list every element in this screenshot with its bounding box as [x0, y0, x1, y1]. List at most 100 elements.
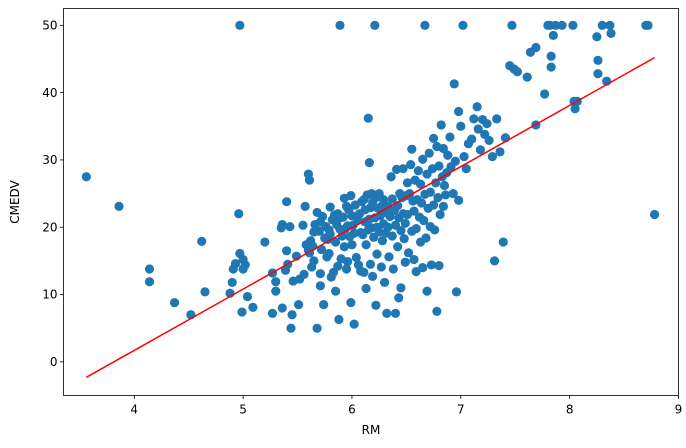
data-point — [267, 308, 278, 318]
y-tick-label: 10 — [42, 288, 57, 302]
data-point — [417, 198, 427, 208]
data-point — [387, 231, 397, 241]
data-point — [325, 202, 335, 212]
data-point — [475, 145, 485, 155]
y-tick-label: 30 — [42, 153, 57, 167]
data-point — [300, 201, 310, 211]
data-point — [546, 62, 556, 72]
data-point — [240, 260, 250, 270]
data-point — [428, 133, 439, 143]
data-point — [489, 256, 500, 266]
data-point — [361, 240, 371, 250]
data-point — [277, 303, 287, 313]
data-point — [347, 240, 357, 250]
data-point — [431, 178, 441, 188]
data-point — [433, 193, 443, 203]
data-point — [294, 300, 304, 310]
data-point — [383, 222, 393, 232]
x-tick-label: 8 — [566, 403, 574, 417]
data-point — [540, 89, 550, 99]
data-point — [331, 286, 341, 296]
data-point — [415, 179, 426, 189]
data-point — [368, 271, 378, 281]
data-point — [438, 201, 448, 211]
data-point — [531, 42, 541, 53]
y-axis-label: CMEDV — [8, 179, 22, 223]
data-point — [282, 246, 292, 256]
data-point — [448, 188, 458, 199]
data-point — [346, 298, 356, 308]
data-point — [406, 160, 416, 170]
data-point — [299, 269, 309, 279]
axes-frame — [63, 8, 679, 396]
data-point — [459, 151, 469, 162]
x-axis: 4 5 6 7 8 9 — [130, 395, 682, 417]
data-point — [450, 156, 460, 166]
data-point — [370, 20, 380, 30]
data-point — [492, 114, 502, 124]
regression-line-layer — [85, 56, 655, 378]
data-point — [411, 223, 421, 234]
data-point — [438, 143, 448, 154]
data-point — [421, 233, 431, 243]
regression-line — [85, 56, 655, 378]
data-point — [557, 20, 567, 30]
x-tick-label: 7 — [457, 403, 465, 417]
data-point — [169, 298, 180, 308]
data-point — [498, 237, 508, 247]
data-point — [309, 256, 319, 266]
data-point — [364, 158, 374, 168]
data-point — [287, 310, 297, 320]
data-point — [81, 172, 91, 182]
data-point — [419, 215, 429, 226]
data-point — [382, 308, 392, 318]
data-point — [570, 104, 580, 114]
y-tick-label: 50 — [42, 19, 57, 33]
data-point — [396, 226, 406, 236]
data-point — [282, 197, 292, 207]
data-point — [371, 300, 381, 310]
y-tick-label: 0 — [50, 355, 58, 369]
data-point — [473, 124, 483, 134]
x-tick-label: 4 — [130, 403, 138, 417]
data-point — [315, 281, 325, 291]
data-point — [643, 20, 653, 30]
data-point — [197, 236, 207, 246]
data-point — [314, 226, 324, 236]
data-point — [456, 121, 466, 131]
data-point — [286, 323, 296, 333]
data-point — [400, 218, 410, 228]
data-point — [592, 32, 602, 42]
data-point — [454, 195, 464, 205]
data-point — [597, 20, 607, 30]
data-point — [424, 148, 434, 158]
data-point — [388, 264, 398, 274]
data-point — [484, 135, 494, 146]
data-point — [298, 220, 308, 230]
data-point — [434, 161, 444, 171]
data-point — [482, 118, 492, 129]
x-tick-label: 6 — [348, 403, 356, 417]
data-point — [495, 147, 505, 157]
data-point — [315, 269, 325, 279]
data-point — [346, 191, 356, 201]
data-point — [394, 293, 404, 303]
data-point — [605, 20, 615, 30]
data-point — [384, 252, 394, 262]
axes-spines — [63, 8, 679, 396]
data-point — [413, 166, 423, 176]
data-point — [235, 20, 245, 30]
data-point — [403, 248, 414, 258]
data-point — [271, 286, 281, 296]
data-point — [335, 20, 345, 30]
data-point — [593, 69, 603, 79]
data-point — [593, 55, 603, 65]
data-point — [312, 323, 322, 333]
y-axis: 0 10 20 30 40 50 — [42, 19, 64, 369]
data-point — [319, 300, 329, 310]
data-point — [407, 144, 417, 154]
data-point — [230, 258, 241, 269]
data-point — [402, 178, 413, 188]
y-tick-label: 40 — [42, 86, 57, 100]
data-point — [304, 175, 315, 185]
